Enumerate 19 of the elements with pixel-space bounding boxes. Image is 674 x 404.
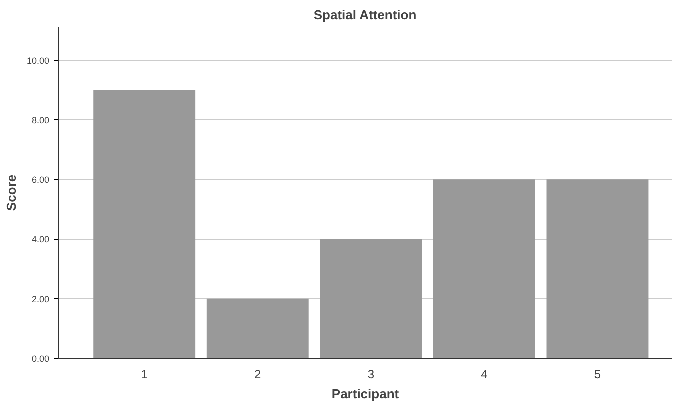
x-tick-label: 3 [368, 368, 375, 382]
y-tick-label: 0.00 [32, 354, 50, 364]
bar [546, 180, 649, 358]
y-tick-label: 2.00 [32, 294, 50, 304]
y-tick-label: 6.00 [32, 175, 50, 186]
bar [94, 90, 196, 358]
x-axis-title: Participant [332, 386, 400, 402]
x-tick-label: 4 [481, 368, 488, 382]
y-tick-label: 4.00 [32, 234, 50, 245]
y-tick-label: 8.00 [32, 115, 50, 126]
bar [320, 239, 422, 358]
bar [433, 180, 536, 358]
bar [206, 298, 309, 358]
y-tick-label: 10.00 [26, 56, 50, 66]
x-tick-label: 1 [141, 368, 148, 382]
y-axis-title: Score [4, 174, 19, 212]
chart-title: Spatial Attention [314, 8, 417, 22]
x-tick-label: 5 [594, 368, 602, 382]
x-tick-label: 2 [254, 368, 262, 382]
